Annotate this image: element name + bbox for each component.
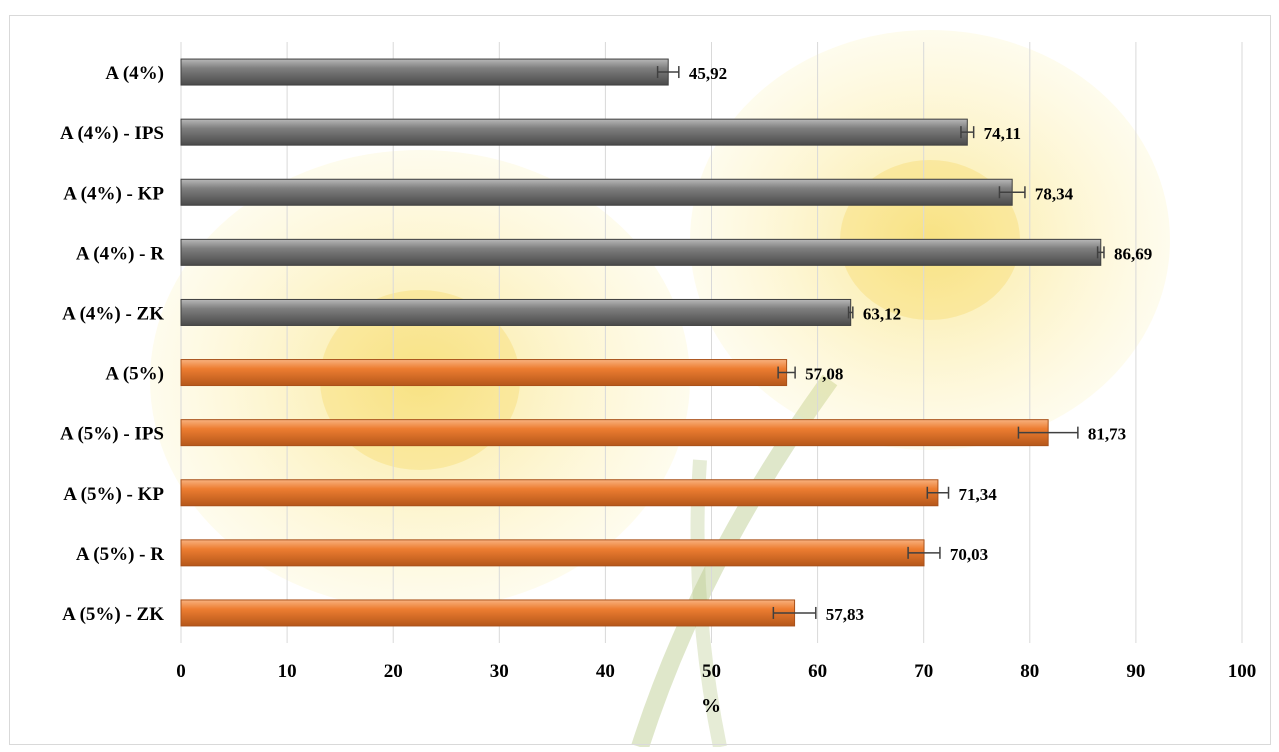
y-category-label: A (5%) [105, 364, 164, 385]
x-tick-label: 100 [1228, 661, 1257, 682]
x-tick-label: 80 [1020, 661, 1039, 682]
data-label: 71,34 [959, 485, 998, 504]
y-category-label: A (4%) [105, 63, 164, 84]
data-label: 81,73 [1088, 425, 1126, 444]
data-label: 63,12 [863, 304, 901, 323]
y-category-label: A (4%) - ZK [62, 303, 164, 324]
x-tick-label: 10 [278, 661, 297, 682]
data-label: 70,03 [950, 545, 988, 564]
data-label: 78,34 [1035, 184, 1074, 203]
bar [180, 359, 788, 387]
x-axis-ticks: 0 10 20 30 40 50 60 70 80 90 100 [176, 661, 1256, 682]
chart-border [9, 15, 1271, 745]
data-label: 45,92 [689, 64, 727, 83]
x-tick-label: 0 [176, 661, 186, 682]
bar [180, 118, 968, 146]
y-category-label: A (5%) - IPS [60, 424, 164, 445]
bar [180, 599, 796, 627]
y-category-label: A (5%) - R [76, 544, 164, 565]
y-category-label: A (5%) - KP [63, 484, 164, 505]
x-tick-label: 60 [808, 661, 827, 682]
y-category-label: A (4%) - KP [63, 183, 164, 204]
bar [180, 539, 925, 567]
y-category-label: A (5%) - ZK [62, 604, 164, 625]
x-tick-label: 30 [490, 661, 509, 682]
data-label: 86,69 [1114, 244, 1152, 263]
x-axis-label: % [701, 695, 721, 717]
y-axis-labels: A (4%) A (4%) - IPS A (4%) - KP A (4%) - R A… [60, 63, 164, 625]
bar [180, 238, 1102, 266]
x-tick-label: 70 [914, 661, 933, 682]
bar [180, 298, 852, 326]
bar [180, 419, 1049, 447]
data-label: 57,83 [826, 605, 864, 624]
bar [180, 58, 669, 86]
data-label: 57,08 [805, 365, 843, 384]
x-tick-label: 20 [384, 661, 403, 682]
data-label: 74,11 [984, 124, 1021, 143]
x-tick-label: 90 [1126, 661, 1145, 682]
y-category-label: A (4%) - IPS [60, 123, 164, 144]
x-tick-label: 40 [596, 661, 615, 682]
y-category-label: A (4%) - R [76, 243, 164, 264]
bars-group: 45,92 74,11 78,34 86,69 63,12 57,08 81,73 71,34… [180, 58, 1152, 627]
x-tick-label: 50 [702, 661, 721, 682]
